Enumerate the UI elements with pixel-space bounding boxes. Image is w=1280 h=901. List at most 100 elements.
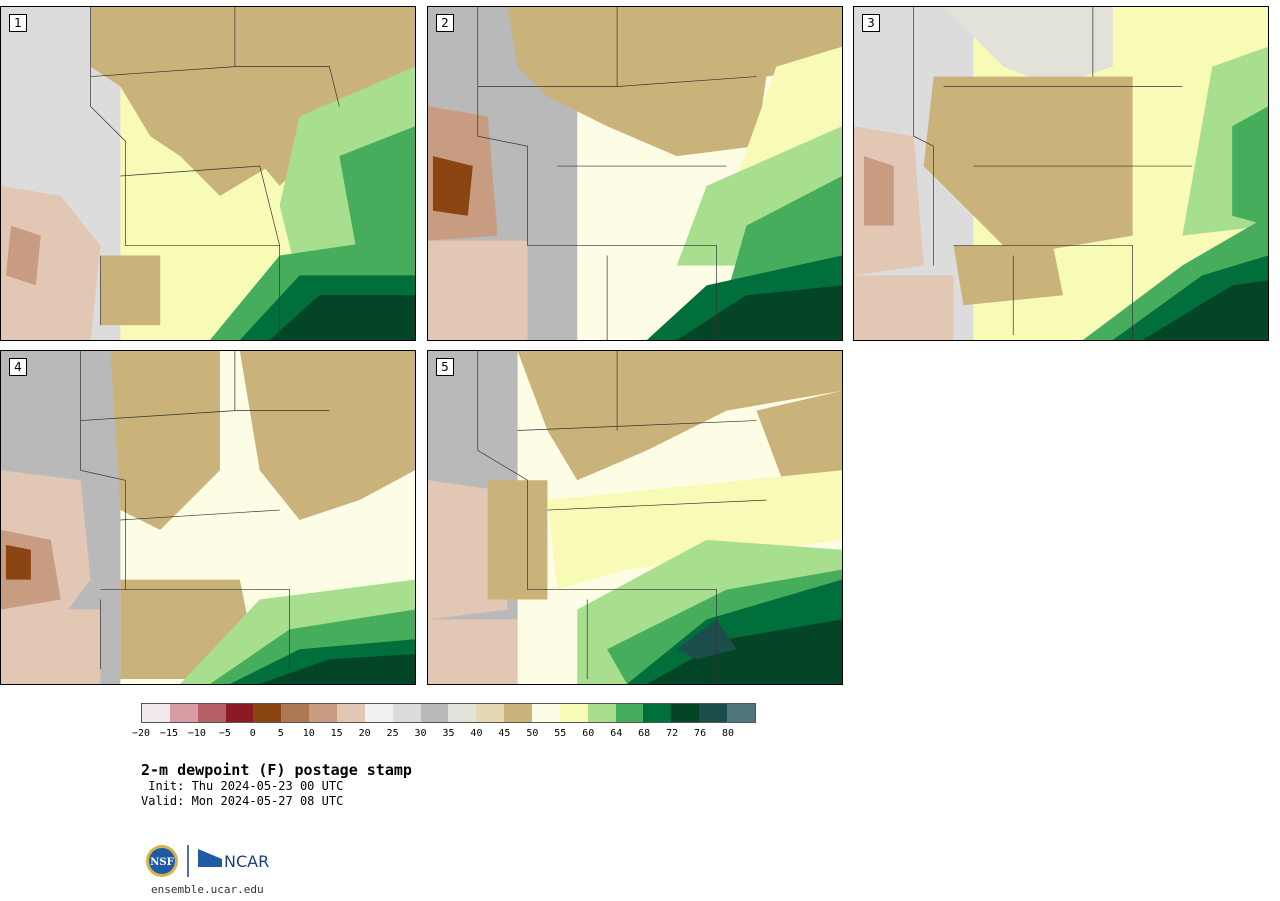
colorbar-swatch	[281, 704, 310, 722]
colorbar-tick-label: 35	[442, 728, 455, 739]
panel-label-4: 4	[9, 358, 27, 376]
dewpoint-contour	[428, 619, 518, 684]
dewpoint-contour	[517, 351, 842, 481]
colorbar-swatch	[253, 704, 282, 722]
state-boundary	[90, 7, 126, 246]
state-boundary	[527, 589, 717, 684]
colorbar-tick-label: 50	[526, 728, 539, 739]
colorbar-swatch	[559, 704, 588, 722]
colorbar-swatch	[615, 704, 644, 722]
colorbar-swatch	[337, 704, 365, 722]
colorbar-tick-label: 64	[610, 728, 623, 739]
dewpoint-contour	[269, 295, 415, 340]
panel-label-3: 3	[862, 14, 880, 32]
panel-label-2: 2	[436, 14, 454, 32]
colorbar-tick-label: 76	[694, 728, 707, 739]
colorbar-ticks: −20 −15 −10 −5 0 5 10 15 20 25 30 35 40 45 50 55 60 64 68 7…	[132, 728, 756, 742]
dewpoint-field	[428, 351, 842, 684]
colorbar-swatch	[364, 704, 393, 722]
dewpoint-field	[1, 7, 415, 340]
colorbar-tick-label: 10	[302, 728, 315, 739]
dewpoint-contour	[90, 7, 415, 186]
dewpoint-contour	[676, 619, 737, 660]
colorbar-swatch	[699, 704, 728, 722]
state-boundary	[80, 351, 126, 590]
state-boundary	[120, 509, 280, 521]
colorbar-swatch	[197, 704, 226, 722]
colorbar-swatch	[727, 704, 755, 722]
colorbar-swatch	[309, 704, 338, 722]
colorbar-tick-label: 60	[582, 728, 595, 739]
dewpoint-contour	[140, 76, 270, 196]
dewpoint-field	[854, 7, 1268, 340]
map-panel-2: 2	[427, 6, 843, 341]
state-boundary	[120, 165, 280, 246]
colorbar-swatch	[225, 704, 254, 722]
colorbar-tick-label: −10	[187, 728, 206, 739]
colorbar-swatch	[169, 704, 198, 722]
colorbar-tick-label: 55	[554, 728, 567, 739]
colorbar-swatch	[671, 704, 700, 722]
colorbar-tick-label: 0	[249, 728, 256, 739]
valid-time: Valid: Mon 2024-05-27 08 UTC	[141, 794, 344, 808]
state-boundary	[547, 499, 767, 511]
colorbar-tick-label: 15	[330, 728, 343, 739]
colorbar-tick-label: 25	[386, 728, 399, 739]
dewpoint-contour	[646, 619, 842, 684]
dewpoint-contour	[5, 225, 41, 286]
dewpoint-contour	[953, 245, 1063, 306]
ncar-logo-text: NCAR	[224, 852, 269, 871]
dewpoint-contour	[1142, 280, 1268, 340]
colorbar-tick-label: 72	[666, 728, 679, 739]
panel-label-5: 5	[436, 358, 454, 376]
colorbar-tick-label: 45	[498, 728, 511, 739]
colorbar-swatch	[587, 704, 616, 722]
site-url: ensemble.ucar.edu	[151, 883, 264, 896]
dewpoint-contour	[5, 544, 31, 580]
colorbar	[141, 703, 756, 723]
dewpoint-contour	[428, 240, 528, 340]
dewpoint-contour	[1232, 106, 1268, 226]
colorbar-tick-label: −15	[159, 728, 178, 739]
dewpoint-contour	[854, 275, 954, 340]
panel-label-1: 1	[9, 14, 27, 32]
colorbar-tick-label: 80	[722, 728, 735, 739]
state-boundary	[517, 420, 757, 431]
dewpoint-contour	[943, 7, 1113, 87]
state-boundary	[100, 589, 290, 684]
map-panel-5: 5	[427, 350, 843, 685]
map-panel-4: 4	[0, 350, 416, 685]
colorbar-swatch	[476, 704, 505, 722]
dewpoint-contour	[863, 156, 894, 226]
dewpoint-contour	[259, 654, 415, 684]
map-panel-3: 3	[853, 6, 1269, 341]
dewpoint-contour	[676, 285, 842, 340]
dewpoint-contour	[547, 470, 842, 590]
state-boundary	[527, 245, 717, 340]
colorbar-tick-label: 68	[638, 728, 651, 739]
dewpoint-contour	[1, 609, 101, 684]
colorbar-tick-label: 20	[358, 728, 371, 739]
dewpoint-contour	[432, 156, 473, 216]
colorbar-swatch	[420, 704, 449, 722]
colorbar-swatch	[643, 704, 672, 722]
dewpoint-field	[428, 7, 842, 340]
colorbar-swatch	[448, 704, 477, 722]
dewpoint-contour	[1, 185, 101, 340]
colorbar-tick-label: 30	[414, 728, 427, 739]
colorbar-swatch	[392, 704, 421, 722]
colorbar-swatch	[532, 704, 560, 722]
nsf-logo-text: NSF	[150, 857, 173, 868]
colorbar-swatch	[142, 704, 170, 722]
dewpoint-contour	[110, 351, 220, 530]
state-boundary	[617, 76, 757, 87]
map-panel-1: 1	[0, 6, 416, 341]
dewpoint-contour	[487, 480, 548, 600]
state-boundary	[234, 66, 340, 107]
colorbar-swatch	[504, 704, 533, 722]
colorbar-tick-label: 5	[277, 728, 284, 739]
init-time: Init: Thu 2024-05-23 00 UTC	[141, 779, 344, 793]
state-boundary	[953, 245, 1134, 340]
nsf-ncar-logo: NSF NCAR	[146, 845, 269, 877]
colorbar-tick-label: 40	[470, 728, 483, 739]
